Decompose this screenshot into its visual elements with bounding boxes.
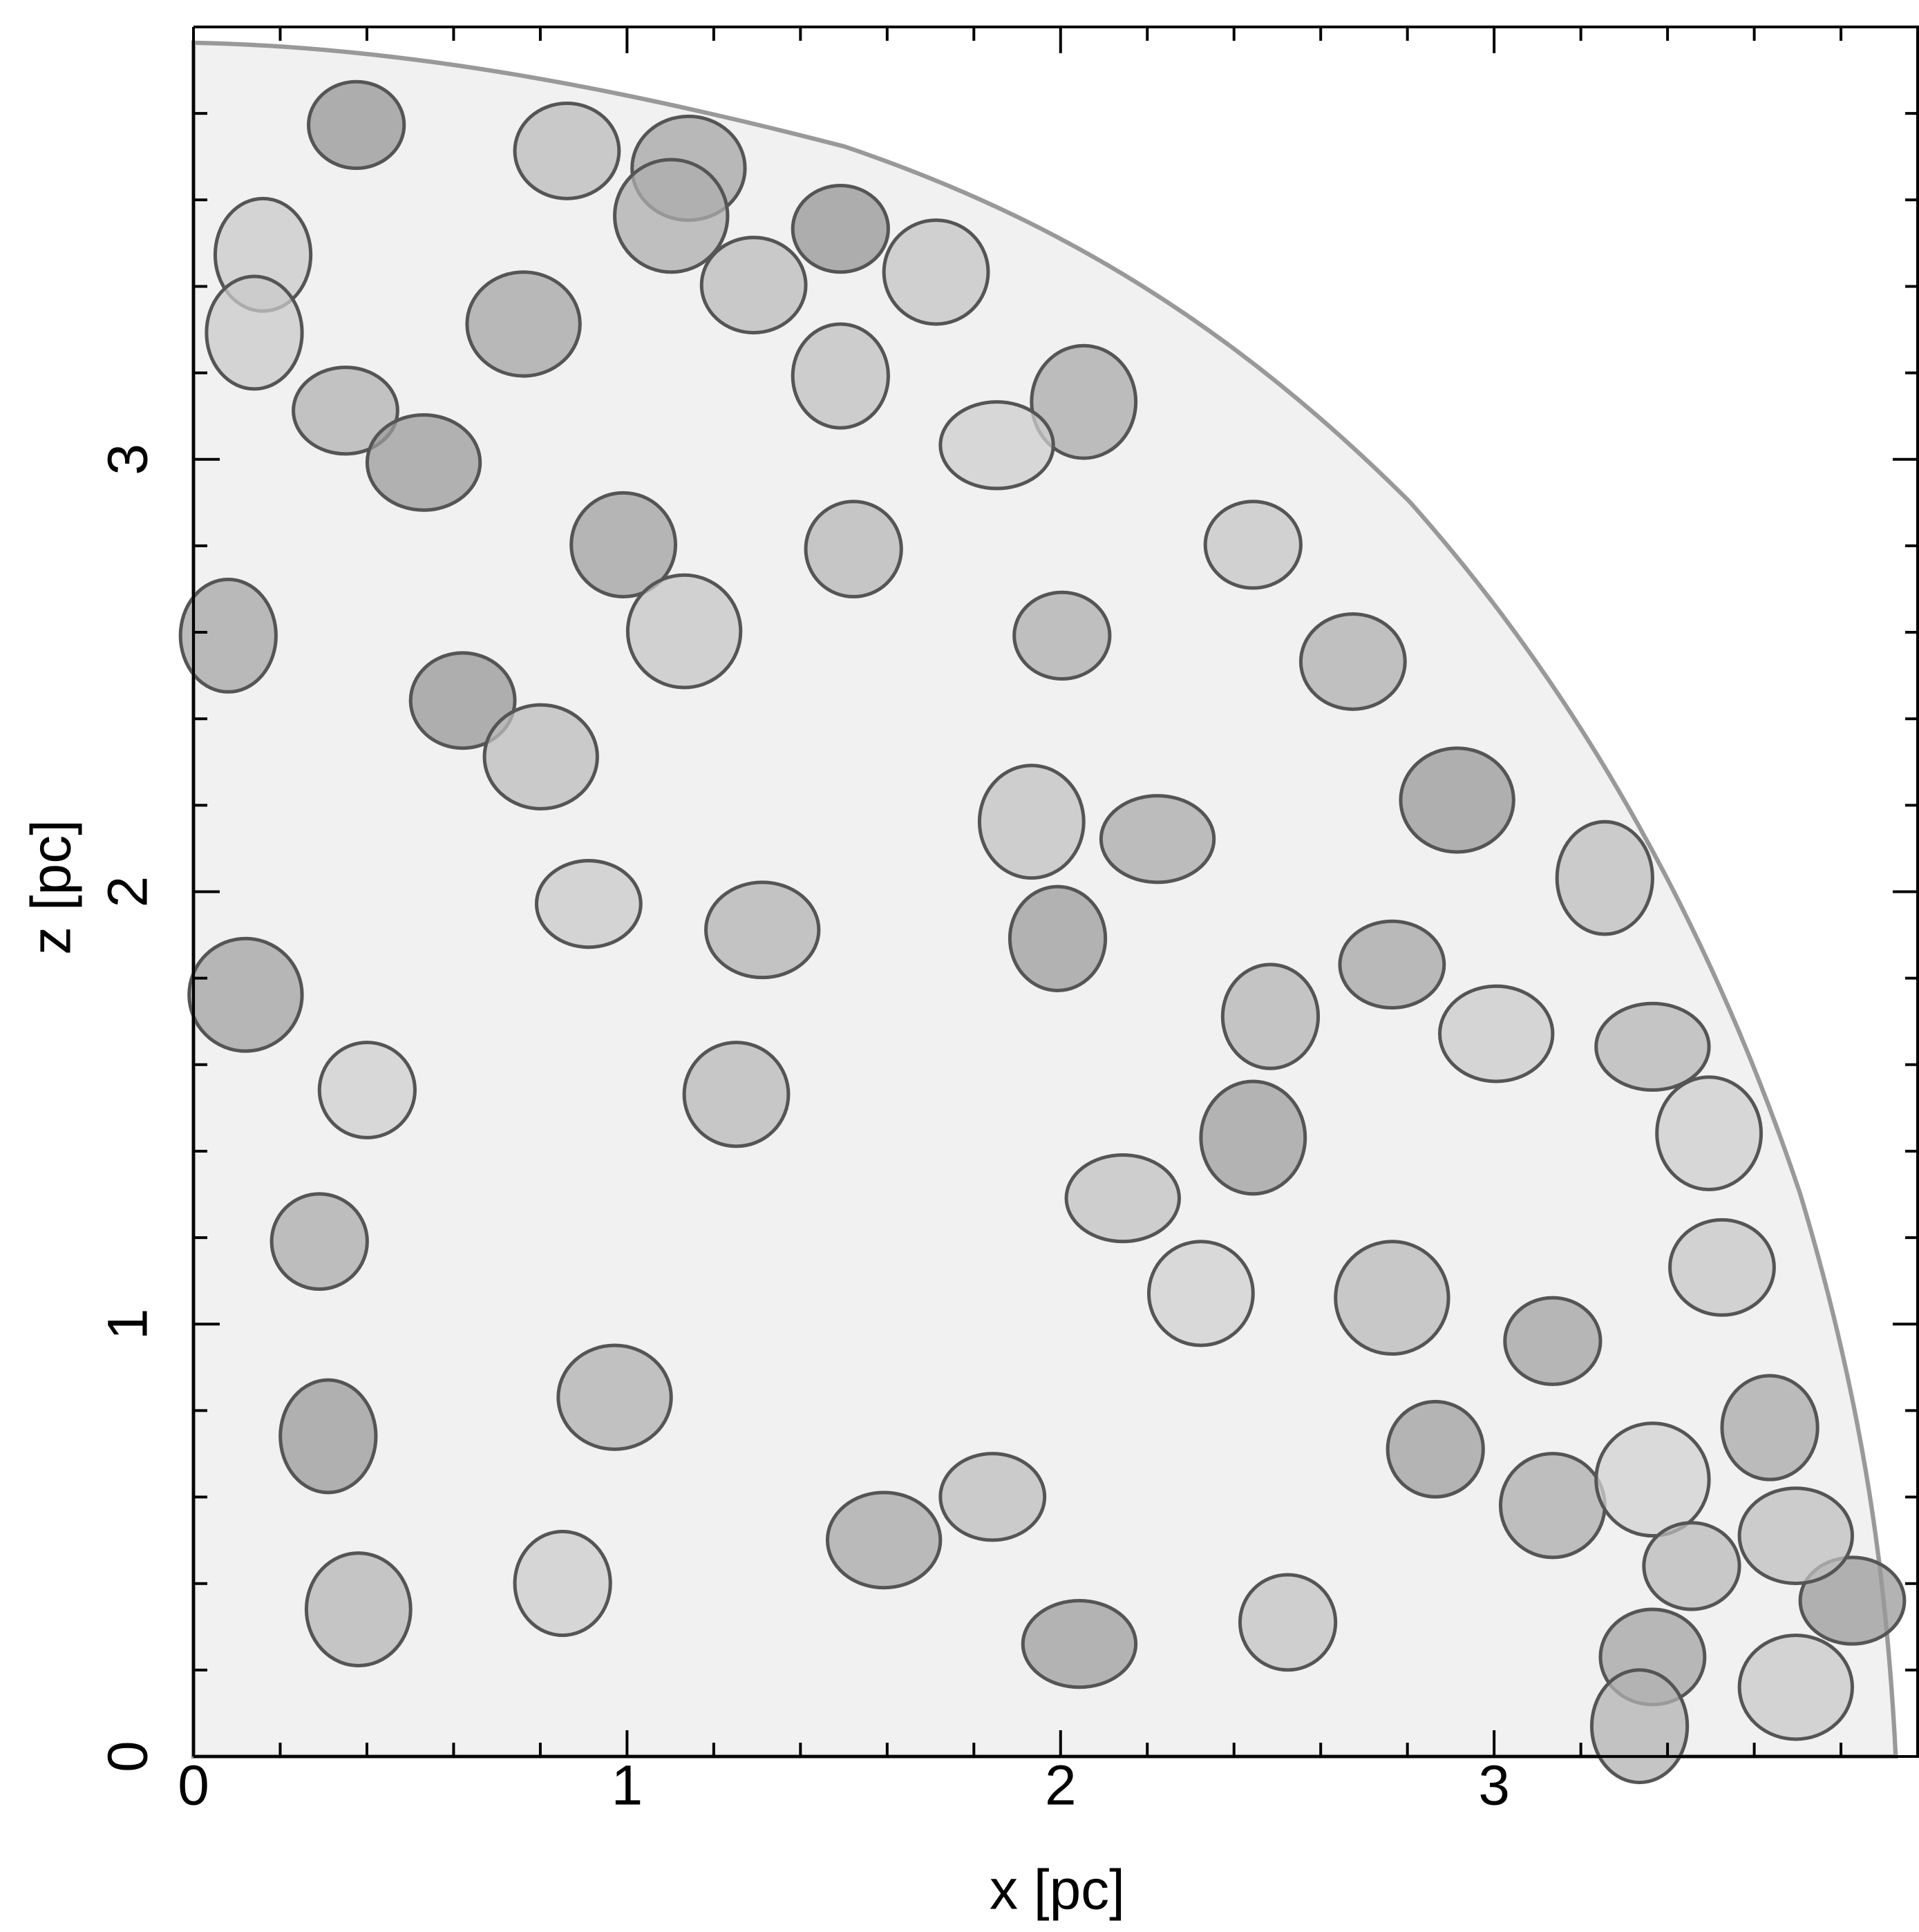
clump: [940, 1454, 1045, 1540]
clump: [1596, 1423, 1709, 1536]
clump: [1401, 748, 1513, 852]
clump: [484, 705, 597, 808]
clump: [684, 1043, 788, 1146]
clump: [793, 324, 888, 428]
clump: [1201, 1081, 1305, 1194]
clump: [1657, 1077, 1761, 1190]
clump: [1336, 1242, 1448, 1354]
clump: [1205, 502, 1301, 588]
clump: [1644, 1523, 1739, 1609]
clump: [1222, 965, 1318, 1068]
clump: [979, 766, 1084, 878]
y-tick-label: 0: [97, 1741, 160, 1772]
clump: [1010, 887, 1105, 990]
clump: [367, 415, 480, 510]
clump: [1722, 1376, 1817, 1479]
clump: [1500, 1454, 1605, 1557]
clump: [827, 1493, 940, 1588]
clump: [806, 502, 901, 597]
clump: [701, 238, 806, 333]
clump: [1440, 986, 1553, 1081]
clump: [1014, 592, 1110, 679]
clump: [1739, 1636, 1852, 1739]
clump: [884, 220, 988, 324]
clump: [1148, 1242, 1253, 1345]
clump: [309, 82, 404, 168]
chart: x [pc] z [pc] 0 1 2 3 0 1 2 3: [0, 0, 1919, 1932]
clump: [706, 882, 819, 978]
clump: [1023, 1601, 1135, 1687]
clump: [536, 861, 641, 947]
clump: [793, 186, 888, 272]
x-tick-label: 0: [178, 1754, 209, 1817]
y-tick-label: 2: [97, 876, 160, 908]
simulation-image: [180, 43, 1904, 1783]
clump: [1240, 1575, 1335, 1670]
clump: [319, 1043, 415, 1138]
clump: [1591, 1670, 1687, 1783]
clump: [1301, 614, 1405, 710]
x-tick-label: 2: [1045, 1754, 1077, 1817]
clump: [1388, 1401, 1483, 1497]
clump: [627, 575, 740, 688]
clump: [272, 1194, 367, 1289]
clump: [207, 276, 302, 389]
clump: [281, 1380, 376, 1493]
clump: [515, 104, 619, 199]
clump: [1340, 921, 1444, 1007]
x-tick-label: 3: [1478, 1754, 1510, 1817]
x-axis-label: x [pc]: [990, 1859, 1125, 1922]
clump: [306, 1553, 410, 1666]
clump: [467, 272, 580, 376]
clump: [189, 938, 302, 1051]
clump: [940, 402, 1053, 489]
clump: [1670, 1220, 1775, 1315]
clump: [1066, 1155, 1179, 1241]
clump: [1557, 822, 1652, 934]
clump: [1505, 1298, 1600, 1384]
y-tick-label: 1: [97, 1308, 160, 1340]
clump: [1101, 796, 1213, 882]
clump: [1739, 1488, 1852, 1584]
clump: [615, 160, 728, 272]
x-tick-label: 1: [612, 1754, 643, 1817]
clump: [515, 1531, 610, 1635]
y-axis-label: z [pc]: [20, 820, 83, 955]
clump: [1596, 1003, 1709, 1090]
clump: [558, 1345, 671, 1449]
y-tick-label: 3: [97, 444, 160, 475]
page: {"chart_data": {"type": "image", "xlabel…: [0, 0, 1919, 1932]
